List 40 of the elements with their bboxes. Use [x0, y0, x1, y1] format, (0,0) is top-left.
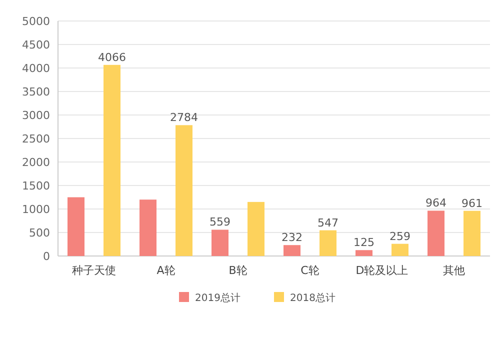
- y-tick-label: 4000: [22, 62, 50, 75]
- x-tick-label: 其他: [443, 264, 465, 277]
- bar: [320, 230, 336, 256]
- data-label: 259: [390, 230, 410, 243]
- data-label: 964: [426, 196, 446, 210]
- x-tick-label: D轮及以上: [356, 264, 408, 277]
- data-label: 961: [462, 196, 482, 210]
- bar: [176, 125, 192, 256]
- y-tick-label: 1000: [22, 203, 50, 216]
- bar: [212, 230, 228, 256]
- bar: [140, 200, 156, 256]
- x-tick-label: 种子天使: [72, 264, 116, 277]
- bar: [68, 197, 84, 256]
- y-tick-label: 2500: [22, 132, 50, 146]
- legend-label: 2018总计: [290, 292, 336, 304]
- data-label: 559: [210, 216, 230, 229]
- y-tick-label: 1500: [22, 180, 50, 192]
- y-tick-label: 3000: [22, 109, 50, 122]
- y-tick-label: 3500: [22, 86, 50, 98]
- data-label: 232: [282, 231, 302, 244]
- y-tick-label: 4500: [22, 38, 50, 52]
- data-label: 547: [318, 216, 338, 230]
- bar: [428, 210, 444, 256]
- legend-label: 2019总计: [195, 292, 240, 304]
- data-label: 125: [354, 236, 374, 250]
- x-tick-label: B轮: [228, 264, 248, 277]
- data-label: 2784: [170, 111, 198, 124]
- y-tick-label: 5000: [22, 15, 50, 28]
- bar: [248, 202, 264, 256]
- data-label: 4066: [98, 50, 126, 64]
- bar: [356, 250, 372, 256]
- y-tick-label: 0: [43, 250, 50, 263]
- bar: [284, 245, 300, 256]
- bar: [392, 244, 408, 256]
- y-tick-label: 500: [29, 226, 50, 240]
- bar: [464, 210, 480, 256]
- x-tick-label: C轮: [300, 264, 320, 277]
- y-tick-label: 2000: [22, 156, 50, 169]
- x-tick-label: A轮: [156, 264, 176, 277]
- bar: [104, 64, 120, 256]
